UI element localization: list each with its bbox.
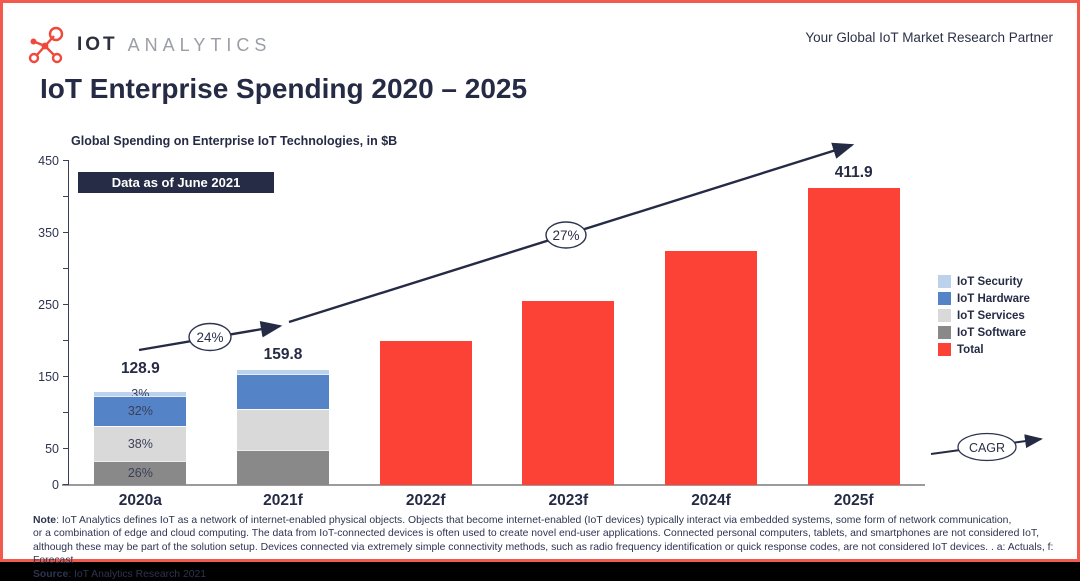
bar-segment-iot-software: 26% xyxy=(94,460,187,485)
legend-label: Total xyxy=(957,343,984,356)
x-axis-label-2020a: 2020a xyxy=(118,492,162,509)
bar-segment-iot-software xyxy=(237,450,329,485)
legend-swatch xyxy=(938,292,951,305)
footnote: Note: IoT Analytics defines IoT as a net… xyxy=(33,514,1058,581)
bar-column-2025f: 411.9 2025f xyxy=(782,161,925,509)
legend-label: IoT Software xyxy=(957,326,1027,339)
bar-2020a: 3% 32% 38% 26% xyxy=(94,387,187,485)
y-axis-label: 50 xyxy=(45,442,59,456)
page-title: IoT Enterprise Spending 2020 – 2025 xyxy=(40,73,528,104)
y-axis-label: 250 xyxy=(38,298,59,312)
bars-container: 3% 32% 38% 26% 128.9 2020a 159.8 2021f 2022f 2023… xyxy=(69,161,925,509)
legend-item-iot-services: IoT Services xyxy=(938,309,1030,322)
cagr-key-oval xyxy=(957,432,1017,462)
chart-plot-area: 3% 32% 38% 26% 128.9 2020a 159.8 2021f 2022f 2023… xyxy=(38,154,925,509)
legend-label: IoT Services xyxy=(957,309,1025,322)
y-axis-tick xyxy=(63,196,69,197)
bar-2021f xyxy=(237,369,329,485)
y-axis-tick xyxy=(63,448,69,449)
bar-value-label: 128.9 xyxy=(120,360,160,378)
bar-segment-iot-services xyxy=(237,408,329,451)
bar-2022f xyxy=(379,341,472,485)
bar-2025f xyxy=(807,188,900,485)
chart-legend: IoT Security IoT Hardware IoT Services IoT … xyxy=(938,275,1030,356)
segment-share-label: 38% xyxy=(127,436,153,451)
legend-item-iot-software: IoT Software xyxy=(938,326,1030,339)
bar-segment-iot-hardware: 32% xyxy=(94,395,187,426)
cagr-key-arrow xyxy=(930,434,1043,455)
chart-subtitle: Global Spending on Enterprise IoT Techno… xyxy=(71,134,398,148)
logo-text-analytics: ANALYTICS xyxy=(127,34,272,55)
y-axis-tick xyxy=(63,160,69,161)
y-axis-tick xyxy=(63,412,69,413)
x-axis-label-2023f: 2023f xyxy=(548,492,589,509)
molecule-logo-icon xyxy=(28,26,64,64)
bar-column-2021f: 159.8 2021f xyxy=(212,161,355,509)
y-axis-tick xyxy=(63,268,69,269)
bar-column-2022f: 2022f xyxy=(354,161,497,509)
x-axis-label-2024f: 2024f xyxy=(691,492,731,509)
note-line-3: although these may be part of the soluti… xyxy=(33,541,1054,567)
note-line-2: or a combination of edge and cloud compu… xyxy=(33,528,1039,540)
y-axis-tick xyxy=(63,232,69,233)
logo-text-iot: IOT xyxy=(77,34,118,55)
cagr-key-label: CAGR xyxy=(969,441,1005,455)
bar-value-label: 159.8 xyxy=(263,345,303,363)
legend-label: IoT Security xyxy=(957,275,1023,288)
x-axis-label-2025f: 2025f xyxy=(833,492,874,509)
legend-swatch xyxy=(938,343,951,356)
y-axis-label: 150 xyxy=(38,370,59,384)
bar-column-2023f: 2023f xyxy=(497,161,640,509)
legend-swatch xyxy=(938,309,951,322)
y-axis-label: 350 xyxy=(38,226,59,240)
bar-2024f xyxy=(665,251,758,485)
y-axis-tick xyxy=(63,376,69,377)
legend-swatch xyxy=(938,275,951,288)
bar-column-2024f: 2024f xyxy=(640,161,783,509)
legend-item-total: Total xyxy=(938,343,1030,356)
bar-value-label: 411.9 xyxy=(834,164,873,182)
bar-2023f xyxy=(522,301,615,485)
segment-share-label: 32% xyxy=(127,404,153,419)
note-line-1: Note: IoT Analytics defines IoT as a net… xyxy=(33,515,1012,526)
x-axis-label-2021f: 2021f xyxy=(263,492,303,509)
x-axis-label-2022f: 2022f xyxy=(405,492,446,509)
y-axis-label: 0 xyxy=(52,478,59,492)
source-label: Source xyxy=(33,568,69,580)
bar-segment-iot-hardware xyxy=(237,374,329,409)
segment-share-label: 26% xyxy=(127,466,153,481)
bar-segment-iot-security xyxy=(237,369,329,375)
y-axis-tick xyxy=(63,340,69,341)
legend-label: IoT Hardware xyxy=(957,292,1030,305)
y-axis-tick xyxy=(63,304,69,305)
x-axis-line xyxy=(62,484,925,486)
y-axis-label: 450 xyxy=(38,154,59,168)
y-axis-tick xyxy=(63,484,69,485)
iot-analytics-logo: IOT ANALYTICS xyxy=(25,25,271,65)
bar-column-2020a: 3% 32% 38% 26% 128.9 2020a xyxy=(69,161,212,509)
tagline: Your Global IoT Market Research Partner xyxy=(805,30,1053,45)
legend-swatch xyxy=(938,326,951,339)
bar-segment-iot-services: 38% xyxy=(94,425,187,461)
note-label: Note xyxy=(33,515,57,526)
data-as-of-badge: Data as of June 2021 xyxy=(78,172,274,193)
legend-item-iot-security: IoT Security xyxy=(938,275,1030,288)
legend-item-iot-hardware: IoT Hardware xyxy=(938,292,1030,305)
